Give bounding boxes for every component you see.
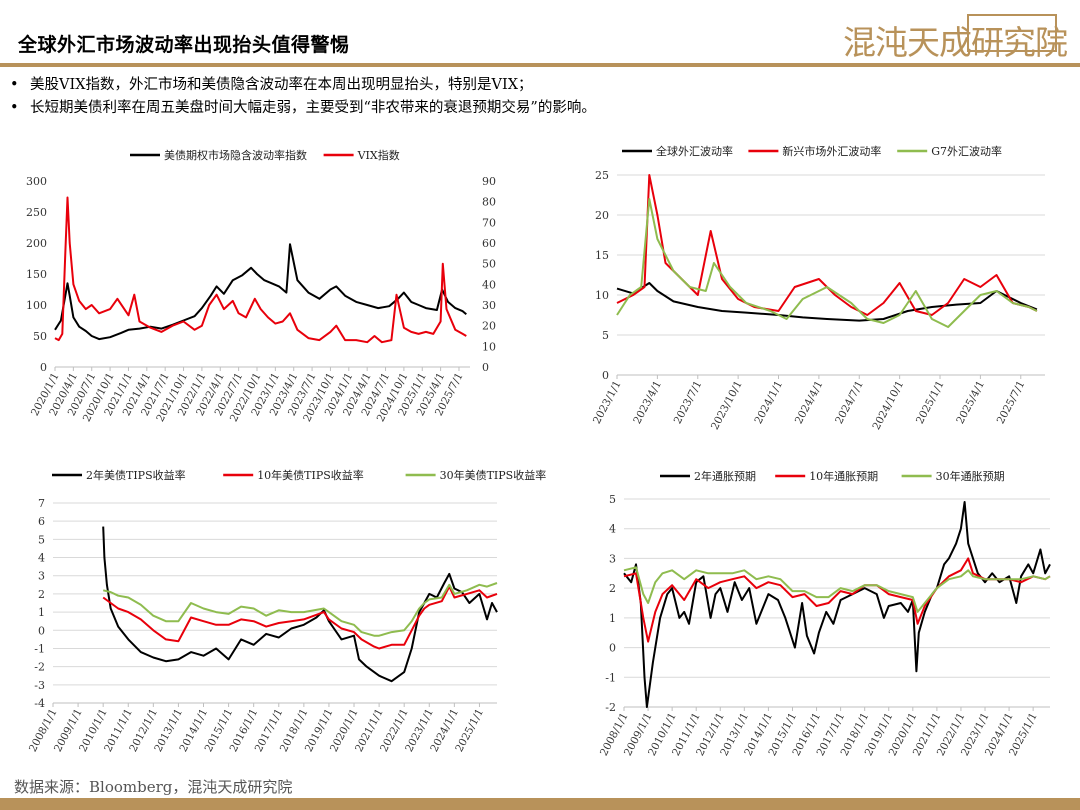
logo-box: [967, 14, 1057, 52]
y-tick-label: 0: [602, 369, 609, 382]
y-tick-label: 4: [38, 552, 45, 565]
legend-label: 新兴市场外汇波动率: [782, 144, 881, 158]
y-tick-label: 3: [38, 570, 45, 583]
legend-label: 10年通胀预期: [809, 469, 878, 483]
bullet-dot: •: [10, 77, 19, 93]
legend-label: G7外汇波动率: [931, 144, 1002, 158]
y-tick-label: 0: [40, 361, 47, 374]
bullet-text: 美股VIX指数，外汇市场和美债隐含波动率在本周出现明显抬头，特别是VIX；: [30, 77, 533, 93]
y-tick-label: 0: [609, 642, 616, 655]
x-tick-label: 2023/4/1: [631, 379, 664, 426]
y-tick-label: -1: [605, 671, 616, 684]
y-tick-label: 1: [609, 612, 616, 625]
chart-vol: 3002502001501005009080706050403020100202…: [26, 148, 496, 424]
x-tick-label: 2023/7/1: [672, 379, 705, 426]
y-tick-label: 0: [38, 624, 45, 637]
bullet-text: 长短期美债利率在周五美盘时间大幅走弱，主要受到“非农带来的衰退预期交易”的影响。: [30, 100, 596, 116]
y-right-tick-label: 60: [482, 237, 496, 250]
y-right-tick-label: 20: [482, 320, 496, 333]
x-tick-label: 2024/4/1: [793, 379, 826, 426]
x-tick-label: 2024/7/1: [833, 379, 866, 426]
legend-label: 30年通胀预期: [936, 469, 1005, 483]
series-line: [616, 198, 1038, 328]
y-right-tick-label: 90: [482, 175, 496, 188]
logo-text: 混沌天成研究院: [843, 23, 1068, 62]
x-tick-label: 2023/10/1: [709, 379, 745, 432]
x-tick-label: 2025/1/1: [914, 379, 947, 426]
series-line: [54, 243, 467, 341]
bullet-item: • 长短期美债利率在周五美盘时间大幅走弱，主要受到“非农带来的衰退预期交易”的影响…: [10, 97, 1070, 120]
legend-label: 10年美债TIPS收益率: [257, 468, 364, 482]
y-right-tick-label: 40: [482, 278, 496, 291]
legend-label: 美债期权市场隐含波动率指数: [164, 148, 307, 162]
bullet-list: • 美股VIX指数，外汇市场和美债隐含波动率在本周出现明显抬头，特别是VIX； •…: [10, 74, 1070, 120]
x-tick-label: 2025/7/1: [995, 379, 1028, 426]
bottom-bar: [0, 798, 1080, 810]
y-tick-label: 2: [38, 588, 45, 601]
series-line: [54, 196, 467, 344]
series-line: [623, 501, 1051, 708]
legend-label: 2年通胀预期: [694, 469, 756, 483]
y-tick-label: 2: [609, 582, 616, 595]
y-tick-label: 20: [595, 209, 609, 222]
series-line: [102, 526, 498, 683]
y-tick-label: -1: [34, 642, 45, 655]
legend-label: 2年美债TIPS收益率: [86, 468, 186, 482]
bullet-dot: •: [10, 100, 19, 116]
legend-label: 30年美债TIPS收益率: [440, 468, 547, 482]
series-line: [616, 174, 1038, 316]
y-tick-label: -3: [34, 679, 45, 692]
y-tick-label: 4: [609, 523, 616, 536]
y-tick-label: -2: [34, 661, 45, 674]
y-right-tick-label: 50: [482, 258, 496, 271]
y-tick-label: -2: [605, 701, 616, 714]
y-tick-label: 5: [609, 493, 616, 506]
x-tick-label: 2024/1/1: [752, 379, 785, 426]
series-line: [623, 557, 1051, 643]
y-tick-label: -4: [34, 697, 45, 710]
y-tick-label: 25: [595, 169, 609, 182]
y-right-tick-label: 0: [482, 361, 489, 374]
y-right-tick-label: 70: [482, 216, 496, 229]
y-tick-label: 6: [38, 515, 45, 528]
header-rule: [0, 63, 1080, 67]
y-tick-label: 15: [595, 249, 609, 262]
y-tick-label: 7: [38, 497, 45, 510]
y-tick-label: 5: [38, 533, 45, 546]
y-tick-label: 50: [33, 330, 47, 343]
page-title: 全球外汇市场波动率出现抬头值得警惕: [18, 34, 350, 56]
y-right-tick-label: 80: [482, 196, 496, 209]
x-tick-label: 2024/10/1: [870, 379, 906, 432]
source-note: 数据来源：Bloomberg，混沌天成研究院: [14, 778, 293, 796]
x-tick-label: 2023/1/1: [591, 379, 624, 426]
y-tick-label: 10: [595, 289, 609, 302]
y-tick-label: 250: [26, 206, 47, 219]
bullet-item: • 美股VIX指数，外汇市场和美债隐含波动率在本周出现明显抬头，特别是VIX；: [10, 74, 1070, 97]
y-right-tick-label: 10: [482, 340, 496, 353]
chart-tips: 76543210-1-2-3-42008/1/12009/1/12010/1/1…: [27, 468, 546, 754]
logo: 混沌天成研究院: [843, 12, 1068, 62]
y-tick-label: 150: [26, 268, 47, 281]
header: 全球外汇市场波动率出现抬头值得警惕 混沌天成研究院: [0, 0, 1080, 72]
series-line: [102, 585, 498, 650]
series-line: [616, 282, 1038, 322]
y-right-tick-label: 30: [482, 299, 496, 312]
y-tick-label: 1: [38, 606, 45, 619]
y-tick-label: 5: [602, 329, 609, 342]
chart-inflation: 543210-1-22008/1/12009/1/12010/1/12011/1…: [598, 469, 1051, 758]
y-tick-label: 300: [26, 175, 47, 188]
series-line: [102, 582, 498, 637]
x-tick-label: 2025/4/1: [954, 379, 987, 426]
legend-label: 全球外汇波动率: [656, 144, 733, 158]
y-tick-label: 3: [609, 552, 616, 565]
legend-label: VIX指数: [357, 148, 400, 162]
y-tick-label: 200: [26, 237, 47, 250]
series-line: [623, 566, 1051, 613]
y-tick-label: 100: [26, 299, 47, 312]
